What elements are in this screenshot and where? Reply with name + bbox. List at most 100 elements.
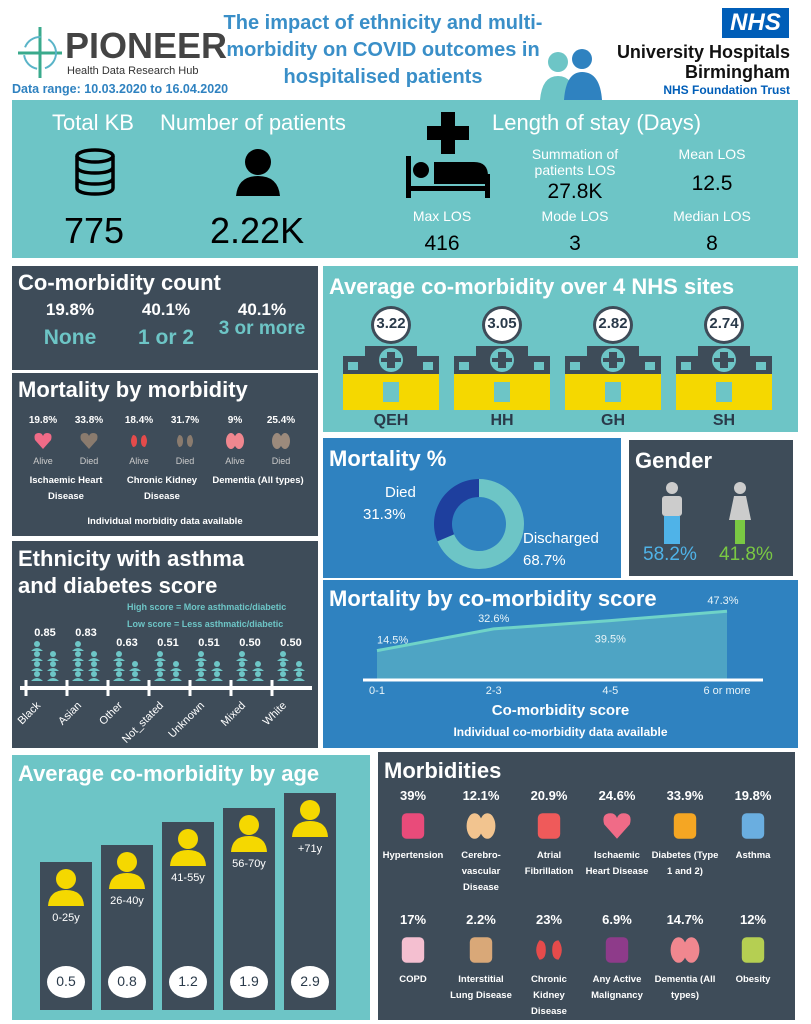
age-value: 1.2 (178, 973, 198, 989)
pioneer-logo: PIONEER Health Data Research Hub (15, 25, 230, 80)
person-mark (88, 671, 100, 681)
ethnicity-label: Not_stated (120, 700, 166, 746)
age-column: 41-55y 1.2 (162, 822, 214, 1010)
person-mark (277, 671, 289, 681)
person-mark (293, 661, 305, 671)
section-title: Ethnicity with asthma and diabetes score (18, 546, 245, 598)
section-title: Average co-morbidity by age (18, 761, 320, 786)
died-pct: 31.7% (170, 415, 200, 426)
person-mark (113, 651, 125, 661)
kidney-icon (177, 435, 193, 447)
site-card: 2.74 SH (676, 306, 772, 432)
age-label: +71y (297, 843, 323, 855)
person-mark (72, 671, 84, 681)
person-mark (195, 661, 207, 671)
mortality-donut (434, 479, 524, 569)
died-slice (434, 479, 479, 542)
site-value: 2.82 (598, 315, 628, 332)
person-mark (170, 661, 182, 671)
person-mark (236, 671, 248, 681)
person-mark (113, 671, 125, 681)
person-mark (236, 661, 248, 671)
count-label: 1 or 2 (137, 326, 195, 349)
person-mark (88, 661, 100, 671)
data-label: 47.3% (707, 595, 738, 607)
morbidities-panel: Morbidities 39% Hypertension 12.1% Cerebro-… (378, 752, 795, 1020)
ethnicity-label: Asian (56, 700, 84, 728)
score-label: 0.51 (198, 637, 219, 649)
count-pct: 40.1% (237, 300, 287, 319)
section-title: Gender (635, 448, 713, 473)
value-bubble (108, 966, 146, 998)
ethnicity-label: Other (97, 699, 125, 727)
morbidity-pct: 24.6% (598, 788, 636, 803)
comorbidity-count-panel: Co-morbidity count 19.8% None 40.1% 1 or 2 4… (12, 266, 318, 370)
died-label: Died (271, 456, 291, 466)
section-title: Mortality by co-morbidity score (329, 586, 657, 611)
score-label: 0.50 (239, 637, 260, 649)
ethnicity-label: White (261, 700, 289, 728)
morbidity-name: Ischaemic Heart Disease (29, 475, 103, 502)
los-sum-value: 27.8K (547, 180, 603, 203)
morbidity-pct: 19.8% (734, 788, 772, 803)
morbidity-name: Atrial Fibrillation (524, 850, 574, 877)
legend-low: Low score = Less asthmatic/diabetic (127, 619, 284, 629)
person-icon (236, 149, 280, 196)
age-column: 0-25y 0.5 (40, 862, 92, 1010)
age-label: 41-55y (171, 872, 205, 884)
trust-name-line3: NHS Foundation Trust (663, 83, 790, 97)
age-column: 26-40y 0.8 (101, 845, 153, 1010)
los-median-value: 8 (706, 232, 718, 255)
person-mark (72, 641, 84, 651)
score-note: Individual co-morbidity data available (453, 725, 668, 739)
site-card: 2.82 GH (565, 306, 661, 432)
score-label: 0.63 (116, 637, 137, 649)
count-label: None (43, 326, 97, 349)
age-label: 26-40y (110, 895, 144, 907)
trust-name-line2: Birmingham (684, 62, 790, 82)
morbidity-pct: 2.2% (466, 912, 496, 927)
los-mode-label: Mode LOS (541, 208, 609, 224)
value-bubble (482, 306, 522, 344)
morbidity-pct: 12% (739, 912, 767, 927)
person-mark (211, 671, 223, 681)
data-range: Data range: 10.03.2020 to 16.04.2020 (12, 82, 229, 96)
mortality-score-panel: Mortality by co-morbidity score 14.5% 0-1… (323, 580, 798, 748)
person-mark (31, 651, 43, 661)
brain-icon (272, 433, 290, 449)
person-mark (293, 671, 305, 681)
ethnicity-label: Black (16, 699, 44, 727)
data-label: 39.5% (595, 634, 626, 646)
person-mark (31, 671, 43, 681)
person-mark (154, 671, 166, 681)
x-axis-label: Co-morbidity score (491, 702, 630, 719)
value-bubble (371, 306, 411, 344)
morbidity-pct: 17% (399, 912, 427, 927)
x-tick-label: 6 or more (703, 685, 750, 697)
lungs-icon (401, 937, 425, 963)
total-kb-value: 775 (64, 210, 125, 251)
score-label: 0.50 (280, 637, 301, 649)
hospital-icon (676, 346, 772, 410)
morbidity-name: Ischaemic Heart Disease (585, 850, 649, 877)
person-icon (231, 815, 267, 852)
brain-icon (226, 433, 244, 449)
morbidity-name: Diabetes (Type 1 and 2) (651, 850, 719, 877)
los-max-value: 416 (424, 232, 460, 255)
age-panel: Average co-morbidity by age 0-25y 0.5 26-4… (12, 755, 370, 1020)
morbidity-pct: 20.9% (530, 788, 568, 803)
count-pct: 19.8% (45, 300, 95, 319)
patients-label: Number of patients (160, 110, 346, 135)
los-mean-value: 12.5 (691, 172, 733, 195)
alive-pct: 19.8% (28, 415, 58, 426)
age-column: +71y 2.9 (284, 793, 336, 1010)
data-label: 14.5% (377, 635, 408, 647)
heart-icon (603, 813, 631, 839)
person-mark (154, 661, 166, 671)
hospital-bed-icon (406, 112, 490, 198)
legend-high: High score = More asthmatic/diabetic (127, 602, 287, 612)
section-title: Mortality by morbidity (18, 377, 248, 402)
data-label: 32.6% (478, 613, 509, 625)
section-title: Average co-morbidity over 4 NHS sites (329, 274, 735, 299)
male-pct: 58.2% (643, 544, 697, 565)
